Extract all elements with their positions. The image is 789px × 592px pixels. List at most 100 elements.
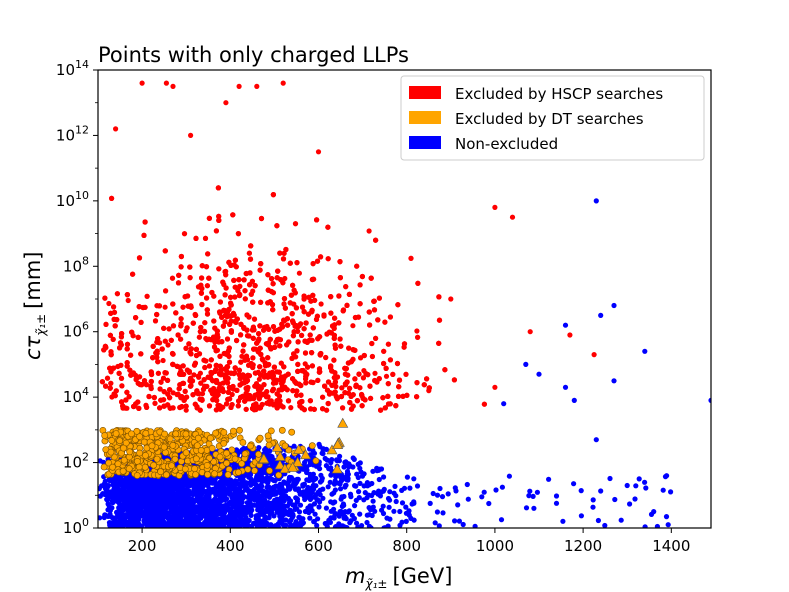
- non-excluded-point: [138, 477, 144, 483]
- non-excluded-point: [135, 491, 141, 497]
- non-excluded-point: [407, 485, 413, 491]
- hscp-point: [102, 295, 108, 301]
- hscp-point: [138, 319, 144, 325]
- hscp-point: [385, 341, 391, 347]
- hscp-point: [169, 275, 176, 281]
- non-excluded-point: [159, 518, 165, 525]
- hscp-point: [383, 373, 390, 379]
- non-excluded-point: [132, 524, 138, 528]
- non-excluded-point: [177, 514, 183, 520]
- non-excluded-point: [105, 501, 111, 507]
- non-excluded-point: [377, 466, 383, 472]
- non-excluded-point: [314, 522, 320, 528]
- hscp-point: [328, 310, 334, 316]
- non-excluded-point: [464, 481, 470, 488]
- non-excluded-point: [381, 525, 387, 528]
- non-excluded-point: [481, 489, 487, 495]
- non-excluded-point: [246, 472, 252, 478]
- non-excluded-point: [283, 517, 289, 523]
- non-excluded-point: [437, 485, 443, 492]
- non-excluded-point: [295, 486, 302, 492]
- non-excluded-point: [347, 520, 353, 526]
- non-excluded-point: [627, 501, 633, 507]
- non-excluded-point: [115, 496, 122, 503]
- non-excluded-point: [172, 484, 178, 490]
- non-excluded-point: [315, 516, 321, 522]
- non-excluded-point: [291, 503, 297, 509]
- hscp-point: [315, 377, 321, 383]
- non-excluded-point: [312, 511, 318, 517]
- non-excluded-point: [332, 524, 338, 528]
- hscp-point: [256, 331, 262, 337]
- non-excluded-point: [380, 503, 386, 509]
- non-excluded-point: [286, 474, 293, 480]
- non-excluded-point: [411, 476, 417, 482]
- hscp-point: [294, 260, 300, 266]
- hscp-point: [104, 375, 111, 381]
- non-excluded-point: [578, 488, 584, 494]
- hscp-point: [143, 382, 149, 388]
- non-excluded-point: [593, 198, 599, 204]
- non-excluded-point: [560, 518, 566, 524]
- non-excluded-point: [665, 522, 671, 528]
- non-excluded-point: [293, 495, 299, 501]
- non-excluded-point: [668, 489, 674, 495]
- non-excluded-point: [98, 458, 103, 464]
- non-excluded-point: [352, 483, 358, 489]
- non-excluded-point: [256, 445, 262, 451]
- non-excluded-point: [434, 509, 440, 515]
- non-excluded-point: [380, 488, 386, 494]
- non-excluded-point: [345, 471, 351, 477]
- non-excluded-point: [654, 523, 660, 528]
- non-excluded-point: [337, 453, 343, 459]
- non-excluded-point: [642, 524, 648, 528]
- non-excluded-point: [212, 508, 218, 514]
- hscp-point: [376, 295, 382, 301]
- non-excluded-point: [300, 482, 306, 488]
- hscp-point: [296, 270, 302, 276]
- non-excluded-point: [194, 494, 201, 500]
- hscp-point: [184, 325, 190, 331]
- non-excluded-point: [237, 488, 243, 494]
- non-excluded-point: [633, 483, 639, 489]
- non-excluded-point: [144, 502, 150, 508]
- non-excluded-point: [290, 483, 296, 489]
- hscp-point: [204, 283, 210, 289]
- hscp-point: [191, 372, 197, 378]
- non-excluded-point: [336, 458, 342, 464]
- hscp-point: [198, 380, 204, 386]
- non-excluded-point: [708, 397, 711, 403]
- non-excluded-point: [624, 482, 630, 489]
- hscp-point: [366, 228, 372, 234]
- non-excluded-point: [149, 485, 155, 491]
- non-excluded-point: [320, 495, 326, 501]
- non-excluded-point: [130, 483, 136, 489]
- hscp-point: [125, 297, 131, 304]
- non-excluded-point: [228, 477, 234, 483]
- hscp-point: [144, 293, 150, 299]
- non-excluded-point: [302, 496, 308, 503]
- non-excluded-point: [632, 496, 638, 502]
- hscp-point: [251, 316, 258, 322]
- hscp-point: [291, 351, 297, 357]
- non-excluded-point: [144, 487, 150, 493]
- non-excluded-point: [392, 483, 398, 489]
- non-excluded-point: [304, 469, 310, 476]
- hscp-point: [250, 355, 256, 361]
- non-excluded-point: [119, 522, 125, 528]
- non-excluded-point: [269, 476, 275, 482]
- non-excluded-point: [432, 520, 438, 526]
- non-excluded-point: [208, 499, 214, 505]
- non-excluded-point: [258, 473, 264, 479]
- non-excluded-point: [331, 514, 337, 520]
- non-excluded-point: [322, 520, 328, 527]
- non-excluded-point: [201, 496, 207, 502]
- non-excluded-point: [189, 496, 195, 502]
- hscp-point: [152, 318, 159, 324]
- hscp-point: [162, 304, 168, 310]
- hscp-point: [385, 381, 391, 387]
- non-excluded-point: [460, 521, 466, 528]
- non-excluded-point: [403, 504, 409, 510]
- hscp-point: [309, 363, 315, 369]
- non-excluded-point: [107, 511, 113, 518]
